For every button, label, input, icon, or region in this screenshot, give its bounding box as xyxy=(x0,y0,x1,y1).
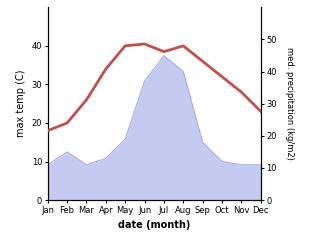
X-axis label: date (month): date (month) xyxy=(118,220,190,230)
Y-axis label: med. precipitation (kg/m2): med. precipitation (kg/m2) xyxy=(285,47,294,160)
Y-axis label: max temp (C): max temp (C) xyxy=(16,70,26,137)
